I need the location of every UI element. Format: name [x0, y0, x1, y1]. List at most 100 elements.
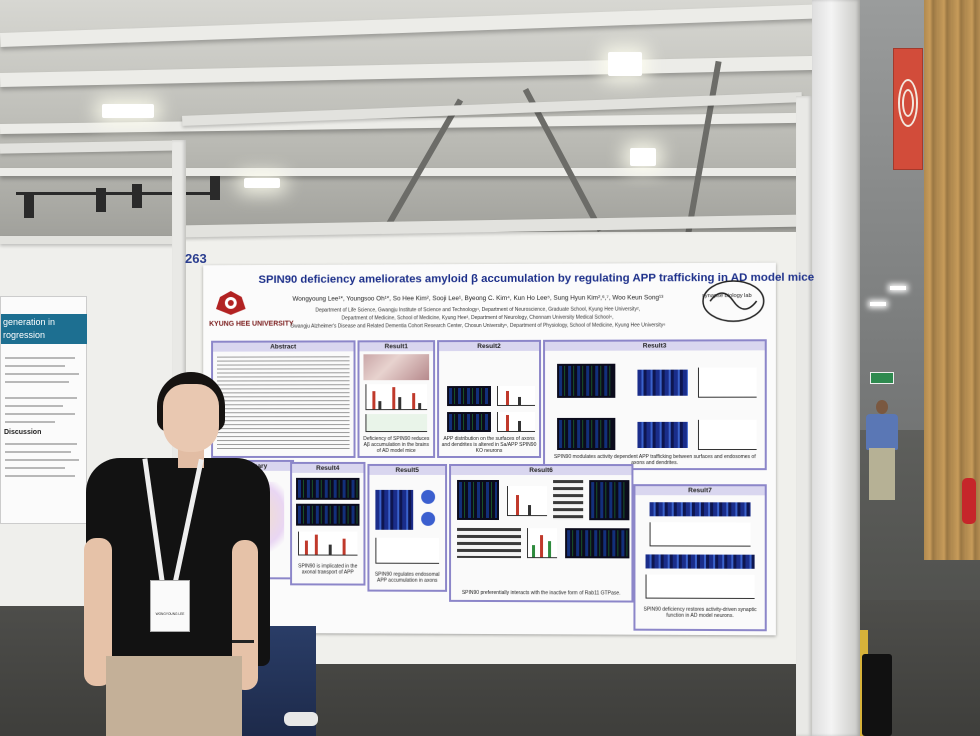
text-line: [5, 459, 79, 461]
section-title: Abstract: [213, 342, 354, 352]
neighbour-poster: generation in rogression Discussion: [0, 296, 87, 524]
bar-plot-figure: [496, 385, 536, 406]
section-caption: SPIN90 is implicated in the axonal trans…: [298, 563, 358, 576]
text-line: [5, 467, 65, 469]
microscopy-figure: [589, 480, 630, 521]
booth-number: 263: [185, 251, 207, 266]
neighbour-poster-title: generation in: [3, 317, 56, 327]
section-caption: APP distribution on the surfaces of axon…: [441, 435, 537, 455]
poster-affiliation: Department of Life Science, Gwangju Inst…: [315, 306, 641, 314]
kymograph-figure: [637, 421, 688, 448]
line-plot-figure: [697, 419, 757, 451]
booth-post-front: [812, 0, 860, 736]
microscopy-figure: [375, 489, 414, 530]
passerby-head: [876, 400, 888, 414]
badge-name: WONGYOUNG LEE: [155, 612, 185, 616]
section-caption: Deficiency of SPIN90 reduces Aβ accumula…: [363, 436, 430, 454]
pie-icon: [421, 489, 436, 504]
ceiling-light: [608, 52, 642, 76]
spotlight-bar: [16, 192, 216, 195]
text-line: [5, 413, 75, 415]
ceiling-beam: [0, 2, 860, 48]
booth-rail: [0, 236, 182, 244]
research-poster: KYUNG HEE UNIVERSITY SPIN90 deficiency a…: [203, 262, 815, 636]
microscopy-figure: [557, 417, 616, 451]
section-title: Result6: [451, 465, 632, 476]
section-abstract: Abstract: [211, 340, 356, 458]
line-plot-figure: [697, 367, 757, 398]
microscopy-figure: [565, 528, 630, 559]
text-line: [5, 451, 71, 453]
spotlight: [210, 176, 220, 200]
section-result7: Result7 SPIN90 deficiency restores activ…: [633, 484, 767, 632]
ceiling-light: [244, 178, 280, 188]
kymograph-figure: [637, 369, 688, 396]
microscopy-figure: [296, 477, 360, 500]
section-title: Result1: [359, 342, 434, 352]
ceiling-light: [102, 104, 154, 118]
poster-title: SPIN90 deficiency ameliorates amyloid β …: [258, 271, 815, 286]
bracelet: [232, 640, 254, 643]
section-caption: SPIN90 regulates endosomal APP accumulat…: [374, 571, 440, 584]
section-title: Result5: [369, 465, 446, 475]
text-line: [5, 397, 77, 399]
line-plot-figure: [375, 537, 440, 564]
neighbour-poster-section: Discussion: [4, 429, 42, 436]
bar-plot-figure: [298, 531, 358, 556]
text-line: [5, 421, 55, 423]
section-result5: Result5 SPIN90 regulates endosomal APP a…: [367, 463, 448, 592]
pie-icon: [421, 511, 436, 526]
neighbour-poster-title: rogression: [3, 330, 46, 340]
microscopy-figure: [296, 503, 360, 526]
section-title: Result2: [439, 341, 540, 352]
section-caption: SPIN90 preferentially interacts with the…: [461, 589, 621, 597]
microscopy-figure: [457, 479, 499, 521]
microscopy-figure: [557, 363, 616, 398]
background-person-shoe: [284, 712, 318, 726]
kymograph-figure: [645, 554, 755, 569]
lab-logo-icon: [700, 277, 767, 326]
poster-affiliation: Gwangju Alzheimer's Disease and Related …: [290, 322, 666, 330]
section-result2: Result2 APP distribution on the surfaces…: [437, 339, 542, 459]
trace-plot-figure: [645, 574, 755, 599]
bar-plot-figure: [506, 486, 548, 517]
passerby-jacket: [866, 414, 898, 450]
bag: [862, 654, 892, 736]
poster-affiliation: Department of Medicine, School of Medici…: [341, 314, 614, 322]
ceiling-beam: [0, 54, 861, 88]
hall-light: [890, 286, 906, 290]
poster-authors: Wongyoung Lee¹*, Youngsoo Oh¹*, So Hee K…: [292, 294, 664, 303]
passerby-legs: [869, 448, 895, 500]
section-result4: Result4 SPIN90 is implicated in the axon…: [290, 461, 366, 586]
western-blot-figure: [553, 480, 584, 521]
microscopy-figure: [447, 385, 491, 407]
text-line: [5, 357, 75, 359]
trace-plot-figure: [649, 522, 751, 547]
neighbour-poster-header: [1, 314, 87, 344]
spotlight: [24, 194, 34, 218]
fire-extinguisher: [962, 478, 976, 524]
western-blot-figure: [457, 527, 522, 559]
hanging-banner: [893, 48, 923, 170]
section-title: Result3: [545, 341, 765, 351]
section-title: Result4: [292, 463, 364, 473]
spotlight: [132, 184, 142, 208]
section-title: Result7: [635, 486, 765, 496]
banner-logo-icon: [898, 79, 918, 127]
text-line: [5, 365, 65, 367]
microscopy-figure: [447, 411, 491, 433]
ceiling-truss: [684, 60, 722, 240]
kymograph-figure: [649, 502, 751, 517]
bar-plot-figure: [365, 384, 428, 411]
section-result1: Result1 Deficiency of SPIN90 reduces Aβ …: [357, 340, 436, 458]
text-line: [5, 381, 69, 383]
section-caption: SPIN90 deficiency restores activity-driv…: [643, 606, 757, 620]
bar-plot-figure: [365, 414, 428, 433]
text-line: [5, 475, 75, 477]
section-result6: Result6 SPIN90 preferentially interacts …: [449, 463, 634, 603]
presenter-face: [163, 384, 219, 452]
lab-name: synapse biology lab: [702, 292, 752, 300]
hall-light: [870, 302, 886, 306]
text-line: [5, 405, 63, 407]
